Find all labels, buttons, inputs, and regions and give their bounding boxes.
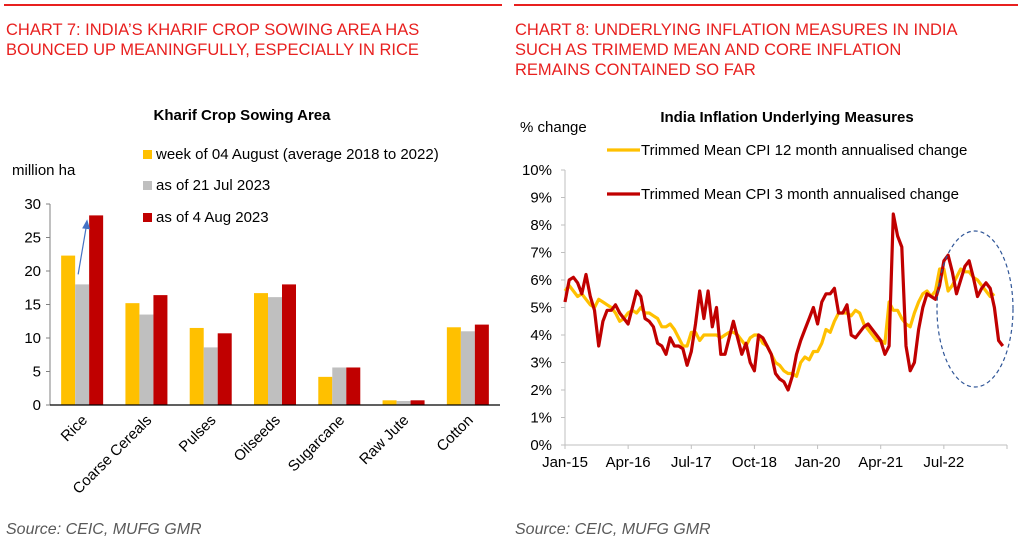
x-tick-label: Oilseeds: [231, 412, 284, 465]
dashed-highlight-ellipse: [936, 230, 1014, 388]
y-axis-label: million ha: [12, 162, 76, 179]
x-tick-label: Apr-16: [606, 454, 651, 471]
y-tick-label: 0: [33, 397, 41, 414]
bar-coarse-cereals-series-2: [139, 314, 154, 405]
bar-raw-jute-series-2: [396, 400, 411, 405]
y-tick-label: 10%: [522, 162, 552, 179]
x-tick-label: Cotton: [433, 412, 476, 455]
series-line-trimmed-mean-3m: [563, 212, 1005, 392]
heading-line-3: REMAINS CONTAINED SO FAR: [515, 61, 756, 79]
y-axis-label: % change: [520, 119, 587, 136]
x-tick-label: Jul-17: [671, 454, 712, 471]
bar-rice-series-3: [89, 215, 104, 405]
y-tick-label: 20: [24, 263, 41, 280]
bar-sugarcane-series-2: [332, 367, 347, 405]
bar-rice-series-1: [61, 255, 76, 405]
x-tick-label: Pulses: [176, 412, 220, 456]
chart-8-heading: CHART 8: UNDERLYING INFLATION MEASURES I…: [515, 20, 958, 80]
inflation-line-chart: India Inflation Underlying Measures % ch…: [520, 109, 1014, 471]
bar-cotton-series-2: [460, 331, 475, 405]
y-tick-label: 3%: [530, 355, 552, 372]
bar-oilseeds-series-3: [282, 284, 296, 405]
source-note: Source: CEIC, MUFG GMR: [6, 521, 202, 538]
x-tick-label: Jan-15: [542, 454, 588, 471]
annotations: [936, 230, 1014, 388]
heading-line-2: BOUNCED UP MEANINGFULLY, ESPECIALLY IN R…: [6, 41, 419, 59]
y-tick-label: 5: [33, 364, 41, 381]
bar-rice-series-2: [75, 284, 90, 405]
bar-raw-jute-series-3: [410, 400, 425, 405]
y-axis: 0 5 10 15 20 25 30: [24, 196, 51, 414]
y-tick-label: 8%: [530, 217, 552, 234]
arrow-head-icon: [82, 219, 91, 230]
y-tick-label: 25: [24, 230, 41, 247]
bar-sugarcane-series-3: [346, 367, 361, 405]
bar-coarse-cereals-series-3: [153, 295, 168, 405]
y-tick-label: 30: [24, 196, 41, 213]
annotations: [77, 219, 91, 275]
bars: [61, 215, 489, 405]
bar-coarse-cereals-series-1: [125, 303, 140, 405]
legend-label: Trimmed Mean CPI 3 month annualised chan…: [641, 186, 959, 203]
bar-pulses-series-2: [203, 347, 218, 405]
x-tick-label: Oct-18: [732, 454, 777, 471]
x-tick-label: Jan-20: [795, 454, 841, 471]
legend: week of 04 August (average 2018 to 2022)…: [143, 146, 439, 226]
legend-swatch: [143, 213, 152, 222]
y-tick-label: 6%: [530, 272, 552, 289]
chart-title: Kharif Crop Sowing Area: [154, 107, 332, 124]
y-tick-label: 5%: [530, 300, 552, 317]
y-tick-label: 2%: [530, 382, 552, 399]
bar-sugarcane-series-1: [318, 376, 333, 405]
source-note: Source: CEIC, MUFG GMR: [515, 521, 711, 538]
arrow-line: [77, 227, 87, 275]
bar-cotton-series-3: [474, 324, 489, 405]
y-tick-label: 7%: [530, 245, 552, 262]
y-tick-label: 0%: [530, 437, 552, 454]
y-tick-label: 9%: [530, 190, 552, 207]
legend: Trimmed Mean CPI 12 month annualised cha…: [607, 142, 967, 203]
legend-label: Trimmed Mean CPI 12 month annualised cha…: [641, 142, 967, 159]
x-tick-label: Jul-22: [923, 454, 964, 471]
bar-pulses-series-3: [217, 333, 232, 405]
top-rule: [514, 4, 1018, 6]
series-line-trimmed-mean-12m: [563, 267, 996, 378]
y-tick-label: 10: [24, 330, 41, 347]
y-axis: 0% 1% 2% 3% 4% 5% 6% 7% 8% 9% 10%: [522, 162, 566, 454]
bar-cotton-series-1: [446, 327, 461, 405]
x-tick-label: Rice: [58, 412, 91, 445]
legend-label: week of 04 August (average 2018 to 2022): [155, 146, 439, 163]
chart-7-heading: CHART 7: INDIA’S KHARIF CROP SOWING AREA…: [6, 20, 419, 60]
x-axis: Jan-15 Apr-16 Jul-17 Oct-18 Jan-20 Apr-21 Jul-…: [542, 444, 1008, 471]
heading-line-1: CHART 7: INDIA’S KHARIF CROP SOWING AREA…: [6, 21, 420, 39]
legend-swatch: [143, 181, 152, 190]
bar-oilseeds-series-2: [268, 297, 282, 405]
heading-line-2: SUCH AS TRIMEMD MEAN AND CORE INFLATION: [515, 41, 902, 59]
x-tick-label: Apr-21: [858, 454, 903, 471]
chart-7-panel: CHART 7: INDIA’S KHARIF CROP SOWING AREA…: [0, 0, 506, 552]
bar-pulses-series-1: [189, 327, 204, 405]
bar-oilseeds-series-1: [254, 293, 268, 405]
x-tick-label: Raw Jute: [356, 412, 412, 468]
y-tick-label: 1%: [530, 410, 552, 427]
kharif-bar-chart: Kharif Crop Sowing Area million ha week …: [12, 107, 500, 498]
y-tick-label: 4%: [530, 327, 552, 344]
top-rule: [4, 4, 502, 6]
legend-label: as of 4 Aug 2023: [156, 209, 269, 226]
y-tick-label: 15: [24, 297, 41, 314]
x-tick-label: Sugarcane: [285, 412, 348, 475]
heading-line-1: CHART 8: UNDERLYING INFLATION MEASURES I…: [515, 21, 958, 39]
chart-8-panel: CHART 8: UNDERLYING INFLATION MEASURES I…: [514, 0, 1022, 552]
legend-swatch: [143, 150, 152, 159]
chart-title: India Inflation Underlying Measures: [660, 109, 913, 126]
bar-raw-jute-series-1: [382, 400, 397, 405]
series-lines: [563, 212, 1005, 392]
legend-label: as of 21 Jul 2023: [156, 177, 270, 194]
